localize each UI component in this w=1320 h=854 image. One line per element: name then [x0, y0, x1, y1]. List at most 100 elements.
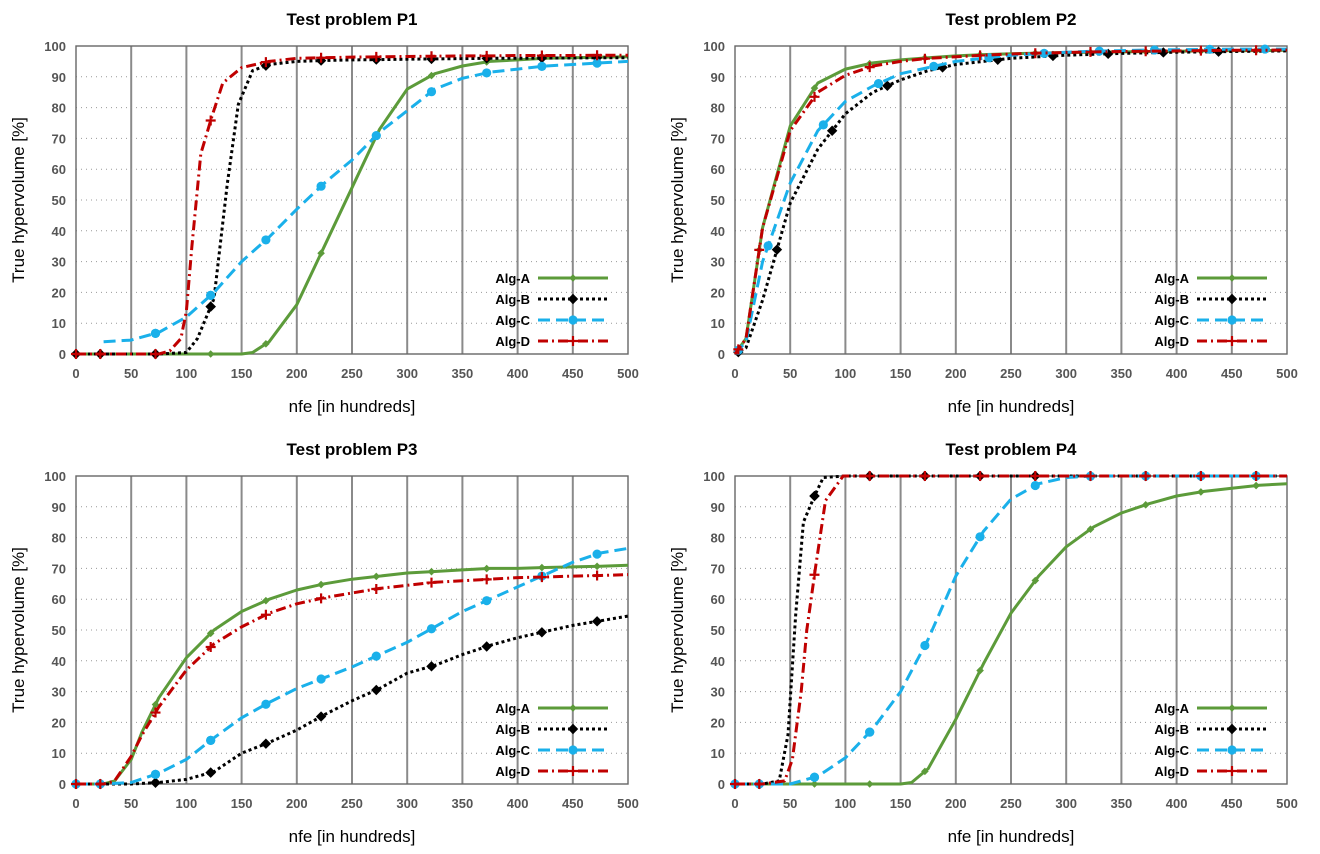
- legend-label: Alg-D: [495, 764, 530, 779]
- data-point: [95, 349, 106, 359]
- x-tick-label: 250: [341, 796, 363, 811]
- data-point: [206, 290, 216, 300]
- data-point: [919, 53, 930, 64]
- x-tick-label: 0: [731, 796, 738, 811]
- y-tick-label: 20: [711, 715, 725, 730]
- data-point: [260, 609, 271, 620]
- x-tick-label: 250: [1000, 796, 1022, 811]
- data-point: [206, 350, 215, 358]
- data-point: [1140, 46, 1151, 57]
- data-point: [1141, 501, 1150, 509]
- data-point: [810, 84, 819, 92]
- chart-panel-2: Test problem P20 50 100 150 200 250 300 350 400 4…: [668, 10, 1298, 416]
- series-line: [76, 614, 629, 786]
- data-point: [1102, 48, 1114, 60]
- series-line: [733, 48, 1288, 355]
- y-tick-label: 10: [52, 316, 66, 331]
- data-point: [882, 80, 893, 91]
- legend: Alg-A Alg-B Alg-C Alg-D: [1154, 701, 1267, 779]
- legend-marker: [568, 745, 578, 755]
- y-tick-label: 0: [59, 347, 66, 362]
- data-point: [317, 249, 325, 258]
- legend-marker: [568, 315, 578, 325]
- legend-marker: [1228, 274, 1236, 282]
- legend-label: Alg-B: [1154, 292, 1189, 307]
- y-tick-label: 70: [52, 561, 66, 576]
- chart-panel-1: Test problem P10 50 100 150 200 250 300 350 400 4…: [9, 10, 639, 416]
- x-tick-label: 50: [783, 366, 797, 381]
- data-point: [426, 577, 437, 588]
- x-tick-label: 300: [396, 796, 418, 811]
- data-point: [481, 574, 492, 585]
- data-point: [371, 130, 381, 141]
- y-tick-label: 60: [711, 592, 725, 607]
- x-tick-label: 400: [507, 366, 529, 381]
- legend-label: Alg-C: [1154, 313, 1189, 328]
- x-tick-label: 100: [835, 796, 857, 811]
- series-alg-d: [730, 471, 1287, 789]
- x-axis-label: nfe [in hundreds]: [948, 827, 1075, 846]
- y-tick-label: 60: [711, 162, 725, 177]
- series-alg-b: [729, 470, 1287, 790]
- data-point: [260, 738, 272, 749]
- data-point: [427, 71, 436, 80]
- x-tick-label: 450: [562, 796, 584, 811]
- y-axis-label: True hypervolume [%]: [9, 547, 28, 713]
- data-point: [864, 471, 875, 481]
- legend-label: Alg-A: [1154, 701, 1189, 716]
- legend-marker: [1227, 745, 1237, 755]
- y-axis-label: True hypervolume [%]: [668, 117, 687, 283]
- data-point: [537, 61, 547, 71]
- legend-label: Alg-D: [1154, 764, 1189, 779]
- data-point: [150, 328, 161, 338]
- data-point: [427, 567, 436, 576]
- y-tick-label: 0: [718, 777, 725, 792]
- x-tick-label: 100: [176, 796, 198, 811]
- y-tick-label: 30: [52, 255, 66, 270]
- data-point: [315, 711, 327, 722]
- data-point: [482, 596, 492, 606]
- legend-label: Alg-C: [495, 313, 530, 328]
- data-point: [810, 780, 819, 788]
- plot-frame: [75, 45, 629, 355]
- x-tick-label: 200: [286, 366, 308, 381]
- data-point: [592, 50, 603, 61]
- data-point: [71, 779, 81, 789]
- data-point: [1197, 488, 1205, 496]
- legend-marker: [1226, 293, 1238, 305]
- data-point: [920, 640, 930, 651]
- x-tick-label: 300: [1055, 366, 1077, 381]
- y-tick-label: 100: [44, 39, 66, 54]
- chart-title: Test problem P1: [287, 10, 418, 29]
- y-tick-label: 0: [59, 777, 66, 792]
- data-point: [206, 735, 216, 745]
- x-tick-label: 200: [945, 366, 967, 381]
- data-point: [1251, 45, 1262, 56]
- y-tick-label: 70: [711, 561, 725, 576]
- series-line: [735, 474, 1287, 786]
- data-point: [809, 569, 820, 580]
- data-point: [592, 58, 602, 68]
- data-point: [1039, 48, 1049, 58]
- y-tick-label: 50: [52, 623, 66, 638]
- data-point: [260, 57, 271, 68]
- data-point: [261, 235, 271, 245]
- legend-label: Alg-D: [495, 334, 530, 349]
- legend-marker: [1227, 766, 1237, 776]
- data-point: [1195, 45, 1206, 56]
- legend: Alg-A Alg-B Alg-C Alg-D: [495, 701, 608, 779]
- data-point: [919, 471, 930, 481]
- data-point: [426, 661, 437, 672]
- data-point: [426, 51, 437, 62]
- y-tick-label: 80: [711, 101, 725, 116]
- data-point: [206, 629, 215, 638]
- x-tick-label: 0: [72, 796, 79, 811]
- y-tick-label: 20: [52, 715, 66, 730]
- data-point: [481, 641, 492, 652]
- x-tick-label: 50: [783, 796, 797, 811]
- data-point: [1085, 471, 1096, 481]
- data-point: [1195, 471, 1206, 481]
- series-line: [76, 53, 628, 356]
- y-tick-label: 90: [711, 500, 725, 515]
